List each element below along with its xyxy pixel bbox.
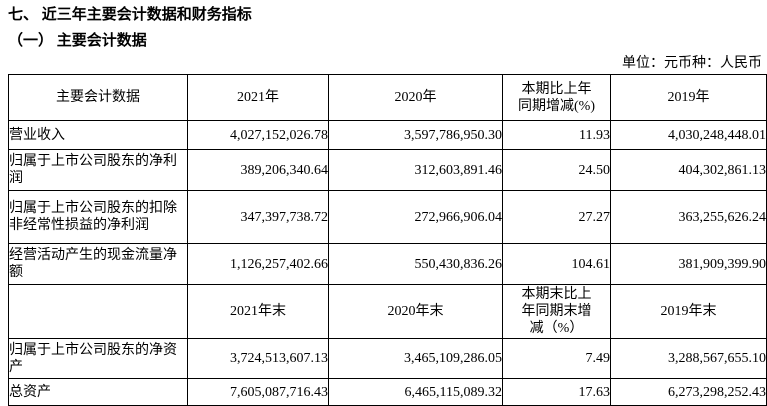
value-2019: 363,255,626.24: [610, 190, 767, 244]
value-2020: 312,603,891.46: [328, 149, 503, 191]
table-row-total-assets: 总资产 7,605,087,716.43 6,465,115,089.32 17…: [8, 378, 767, 406]
value-2021: 347,397,738.72: [187, 190, 329, 244]
value-change: 7.49: [502, 338, 611, 379]
header-2021: 2021年: [187, 74, 329, 121]
table-row-net-profit: 归属于上市公司股东的净利润 389,206,340.64 312,603,891…: [8, 149, 767, 191]
value-change: 104.61: [502, 243, 611, 285]
header-indicator-empty: [8, 284, 188, 339]
value-change: 11.93: [502, 120, 611, 150]
value-2021: 4,027,152,026.78: [187, 120, 329, 150]
table-header-annual: 主要会计数据 2021年 2020年 本期比上年 同期增减(%) 2019年: [8, 74, 767, 121]
table-row-net-profit-deducted: 归属于上市公司股东的扣除非经常性损益的净利润 347,397,738.72 27…: [8, 190, 767, 244]
header-2019-end: 2019年末: [610, 284, 767, 339]
value-2020: 3,597,786,950.30: [328, 120, 503, 150]
value-2020: 272,966,906.04: [328, 190, 503, 244]
value-2020: 3,465,109,286.05: [328, 338, 503, 379]
value-2020: 550,430,836.26: [328, 243, 503, 285]
header-indicator: 主要会计数据: [8, 74, 188, 121]
value-2019: 381,909,399.90: [610, 243, 767, 285]
value-2019: 3,288,567,655.10: [610, 338, 767, 379]
row-label: 总资产: [8, 378, 188, 406]
row-label: 归属于上市公司股东的净利润: [8, 149, 188, 191]
value-change: 27.27: [502, 190, 611, 244]
row-label: 归属于上市公司股东的扣除非经常性损益的净利润: [8, 190, 188, 244]
subsection-title: （一） 主要会计数据: [8, 33, 147, 49]
row-label: 营业收入: [8, 120, 188, 150]
value-2019: 4,030,248,448.01: [610, 120, 767, 150]
value-2021: 389,206,340.64: [187, 149, 329, 191]
value-2019: 404,302,861.13: [610, 149, 767, 191]
header-2020-end: 2020年末: [328, 284, 503, 339]
header-2021-end: 2021年末: [187, 284, 329, 339]
document-page: 七、 近三年主要会计数据和财务指标 （一） 主要会计数据 单位：元币种：人民币 …: [0, 5, 767, 406]
accounting-data-table: 主要会计数据 2021年 2020年 本期比上年 同期增减(%) 2019年 营…: [8, 74, 767, 406]
value-change: 17.63: [502, 378, 611, 406]
value-2020: 6,465,115,089.32: [328, 378, 503, 406]
value-2021: 1,126,257,402.66: [187, 243, 329, 285]
value-2021: 7,605,087,716.43: [187, 378, 329, 406]
unit-note: 单位：元币种：人民币: [622, 56, 762, 71]
table-row-net-assets: 归属于上市公司股东的净资产 3,724,513,607.13 3,465,109…: [8, 338, 767, 379]
header-change-period-end: 本期末比上 年同期末增 减（%）: [502, 284, 611, 339]
table-row-operating-revenue: 营业收入 4,027,152,026.78 3,597,786,950.30 1…: [8, 120, 767, 150]
row-label: 经营活动产生的现金流量净额: [8, 243, 188, 285]
value-2019: 6,273,298,252.43: [610, 378, 767, 406]
value-2021: 3,724,513,607.13: [187, 338, 329, 379]
header-2019: 2019年: [610, 74, 767, 121]
row-label: 归属于上市公司股东的净资产: [8, 338, 188, 379]
header-change-yoy: 本期比上年 同期增减(%): [502, 74, 611, 121]
value-change: 24.50: [502, 149, 611, 191]
table-header-period-end: 2021年末 2020年末 本期末比上 年同期末增 减（%） 2019年末: [8, 284, 767, 339]
header-2020: 2020年: [328, 74, 503, 121]
table-row-operating-cash-flow: 经营活动产生的现金流量净额 1,126,257,402.66 550,430,8…: [8, 243, 767, 285]
section-title: 七、 近三年主要会计数据和财务指标: [8, 7, 252, 23]
